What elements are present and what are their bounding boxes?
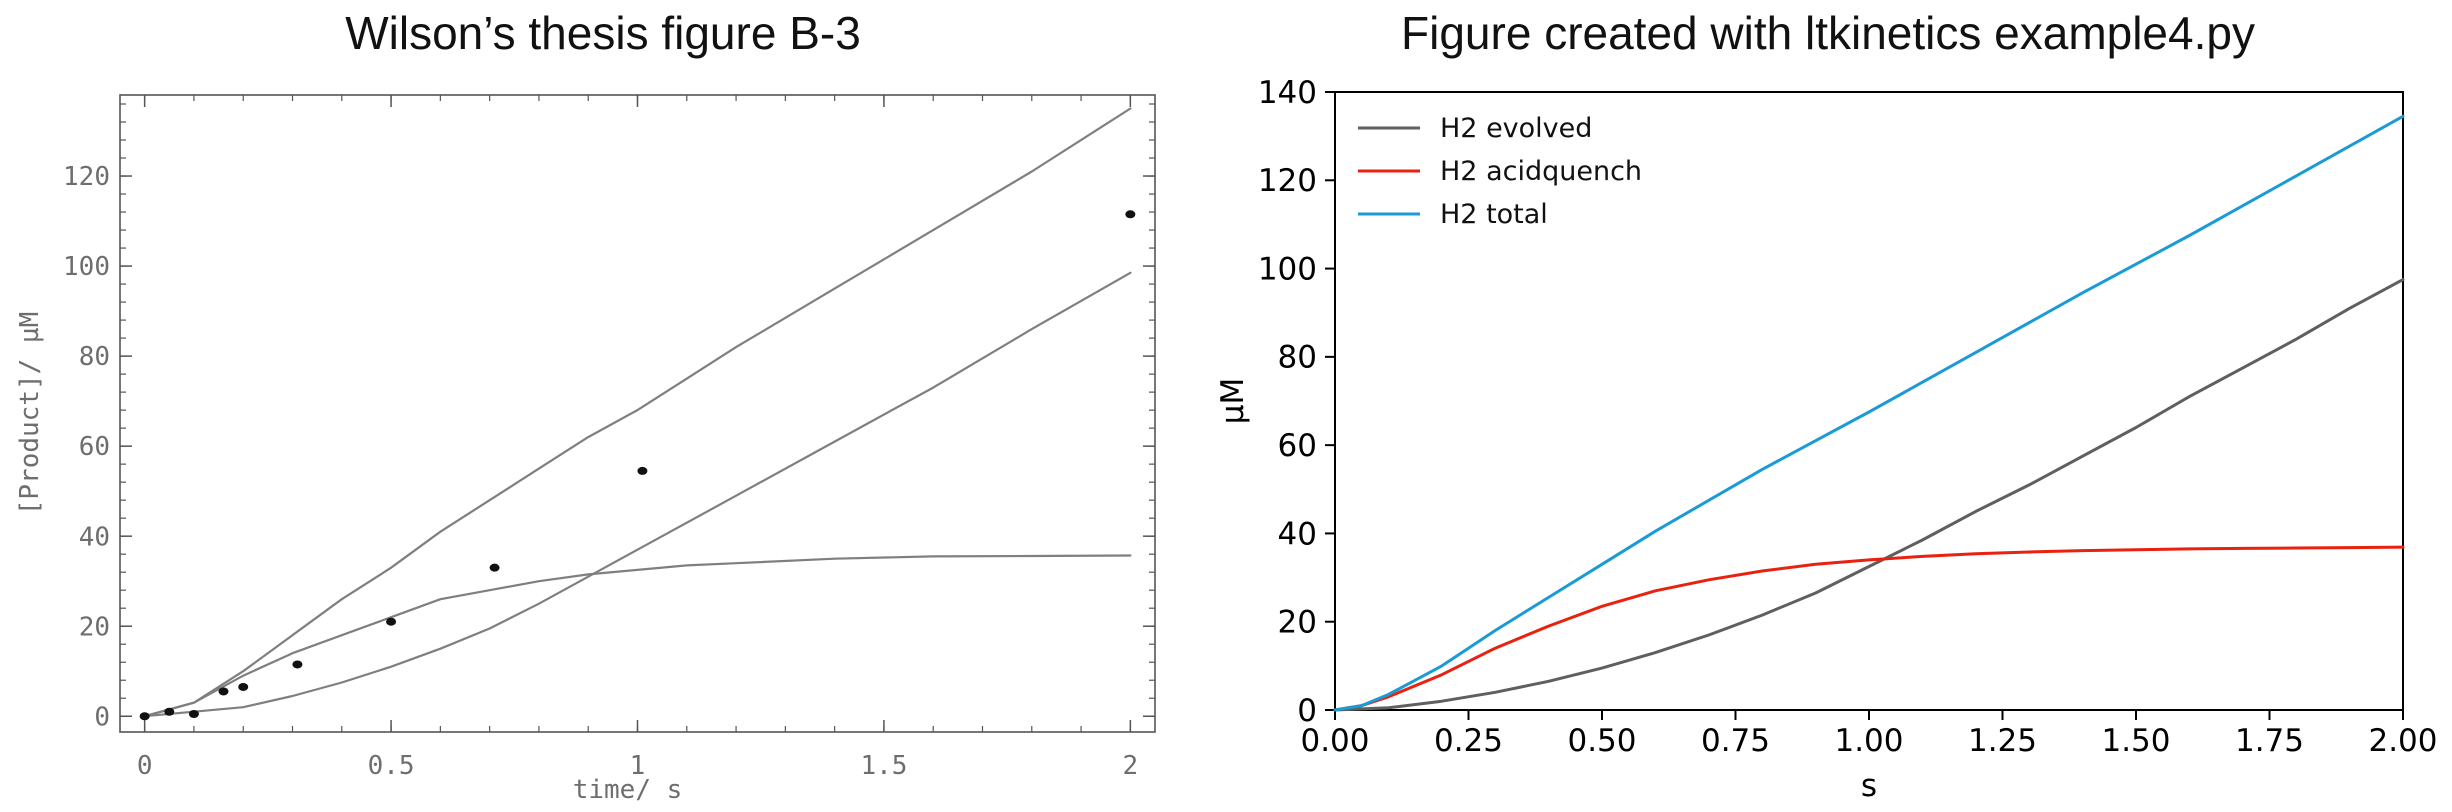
right-chart-title: Figure created with ltkinetics example4.… [1401,7,2255,59]
y-tick-label: 80 [1278,340,1317,376]
series-line-3 [143,271,1132,718]
x-tick-label: 2 [1123,751,1139,781]
x-tick-label: 1.50 [2101,723,2170,759]
y-tick-label: 0 [1297,693,1317,729]
data-point [489,563,500,572]
y-tick-label: 100 [1258,251,1317,287]
y-tick-label: 40 [79,522,110,552]
series-line-h2-total [1333,114,2405,712]
data-point [139,712,150,721]
series-line-h2-evolved [1333,278,2405,712]
x-tick-label: 1 [630,751,646,781]
data-point [238,682,249,691]
right-chart: 0.00 0.25 0.50 0.75 1.00 1.25 1.50 1.75 2.00 0 20 4… [1215,75,2438,804]
x-axis-label: s [1861,768,1877,804]
y-tick-label: 100 [63,252,110,282]
legend-label: H2 evolved [1440,113,1592,144]
y-tick-label: 60 [1278,428,1317,464]
left-chart-title: Wilson’s thesis figure B-3 [345,7,861,59]
data-point [188,709,199,718]
y-tick-label: 40 [1278,516,1317,552]
legend-label: H2 total [1440,199,1548,230]
data-point [1125,210,1136,219]
y-tick-label: 140 [1258,75,1317,111]
y-tick-label: 80 [79,342,110,372]
y-tick-label: 120 [1258,163,1317,199]
y-tick-label: 0 [94,702,110,732]
x-tick-label: 0 [137,751,153,781]
data-point [164,707,175,716]
x-axis-label: time/ s [573,775,683,805]
legend-label: H2 acidquench [1440,156,1642,187]
data-point [218,687,229,696]
y-tick-label: 60 [79,432,110,462]
y-tick-label: 120 [63,162,110,192]
series-line-1 [143,107,1132,718]
series-line-h2-acidquench [1333,545,2405,712]
series-line-2 [143,554,1132,718]
data-point [637,466,648,475]
x-tick-label: 1.25 [1968,723,2037,759]
x-tick-label: 0.00 [1300,723,1369,759]
x-tick-label: 1.75 [2235,723,2304,759]
x-tick-label: 0.25 [1434,723,1503,759]
x-tick-label: 0.5 [368,751,415,781]
x-tick-label: 0.75 [1701,723,1770,759]
y-axis-label: [Product]/ µM [15,312,45,516]
y-tick-label: 20 [79,612,110,642]
x-tick-label: 1.5 [860,751,907,781]
data-point [292,660,303,669]
y-tick-label: 20 [1278,605,1317,641]
data-point [386,617,397,626]
y-axis-label: µM [1215,378,1251,424]
x-tick-label: 0.50 [1567,723,1636,759]
x-tick-label: 1.00 [1834,723,1903,759]
x-tick-label: 2.00 [2368,723,2437,759]
